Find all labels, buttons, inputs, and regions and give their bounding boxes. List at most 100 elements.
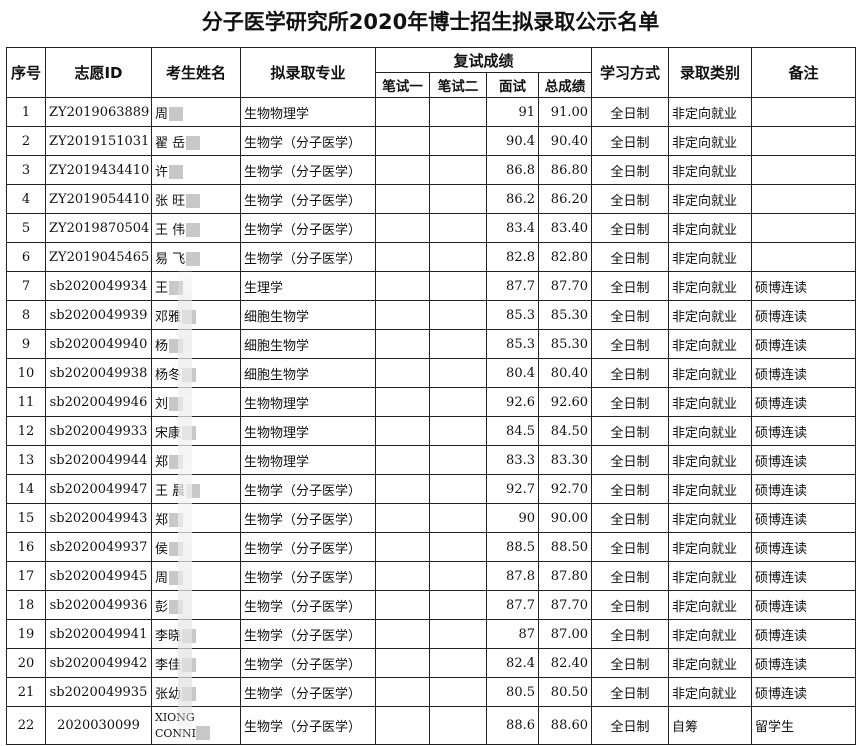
- blur-overlay: [178, 260, 192, 746]
- cell-interview: 88.6: [486, 706, 539, 745]
- interview-text: 80.4: [506, 365, 535, 381]
- total-text: 82.80: [550, 249, 589, 265]
- cell-mode: 全日制: [591, 590, 670, 620]
- cell-interview: 80.5: [486, 677, 539, 707]
- cell-interview: 92.6: [486, 387, 539, 417]
- cell-interview: 82.4: [486, 648, 539, 678]
- cell-major: 生物物理学: [240, 387, 376, 417]
- cell-total: 83.30: [537, 445, 593, 475]
- cell-w2: [429, 503, 487, 533]
- id-text: sb2020049947: [49, 481, 148, 497]
- cell-major: 生物学（分子医学）: [240, 184, 376, 214]
- name-text: 杨冬: [155, 367, 182, 383]
- interview-text: 82.4: [506, 655, 535, 671]
- table-row: 16 sb2020049937 侯 生物学（分子医学） 88.5 88.50 全日制 非定向就…: [6, 532, 857, 562]
- cell-w1: [375, 648, 430, 678]
- id-text: sb2020049946: [49, 394, 148, 410]
- mode-text: 全日制: [610, 367, 650, 383]
- mode-text: 全日制: [610, 599, 650, 615]
- category-text: 自筹: [672, 720, 699, 735]
- cell-total: 90.40: [537, 126, 593, 156]
- cell-remark: 硕博连读: [751, 329, 857, 359]
- cell-interview: 86.2: [486, 184, 539, 214]
- cell-id: sb2020049937: [45, 532, 152, 562]
- cell-category: 自筹: [668, 706, 753, 745]
- total-text: 92.70: [550, 481, 589, 497]
- major-text: 生物物理学: [244, 425, 310, 441]
- name-text: 翟 岳: [155, 135, 186, 151]
- header-major: 拟录取专业: [240, 47, 376, 98]
- interview-text: 87.7: [506, 278, 535, 294]
- cell-category: 非定向就业: [668, 271, 753, 301]
- cell-category: 非定向就业: [668, 561, 753, 591]
- name-text: 王: [155, 280, 169, 296]
- interview-text: 86.2: [506, 191, 535, 207]
- interview-text: 85.3: [506, 307, 535, 323]
- name-text: 宋康: [155, 425, 182, 441]
- cell-major: 生物学（分子医学）: [240, 648, 376, 678]
- cell-w1: [375, 242, 430, 272]
- no-text: 12: [17, 423, 35, 439]
- cell-major: 生物学（分子医学）: [240, 126, 376, 156]
- cell-major: 细胞生物学: [240, 329, 376, 359]
- cell-w1: [375, 387, 430, 417]
- cell-remark: 留学生: [751, 706, 857, 745]
- category-text: 非定向就业: [672, 164, 738, 180]
- cell-w1: [375, 358, 430, 388]
- cell-remark: 硕博连读: [751, 474, 857, 504]
- cell-category: 非定向就业: [668, 300, 753, 330]
- total-text: 85.30: [550, 336, 589, 352]
- id-text: sb2020049939: [49, 307, 148, 323]
- cell-category: 非定向就业: [668, 97, 753, 127]
- table-row: 13 sb2020049944 郑 生物物理学 83.3 83.30 全日制 非定向就业 硕博连…: [6, 445, 857, 475]
- cell-id: ZY2019054410: [45, 184, 152, 214]
- total-text: 88.60: [550, 718, 589, 733]
- cell-w2: [429, 416, 487, 446]
- cell-remark: [751, 242, 857, 272]
- cell-category: 非定向就业: [668, 126, 753, 156]
- table-row: 7 sb2020049934 王 生理学 87.7 87.70 全日制 非定向就业 硕博连读: [6, 271, 857, 301]
- cell-major: 生物学（分子医学）: [240, 706, 376, 745]
- cell-no: 21: [6, 677, 46, 707]
- id-text: ZY2019870504: [49, 220, 150, 236]
- cell-major: 生物物理学: [240, 445, 376, 475]
- header-written1: 笔试一: [375, 72, 430, 98]
- cell-major: 细胞生物学: [240, 300, 376, 330]
- category-text: 非定向就业: [672, 280, 738, 296]
- name-text: 易 飞: [155, 251, 186, 267]
- cell-w1: [375, 619, 430, 649]
- table-row: 3 ZY2019434410 许 生物学（分子医学） 86.8 86.80 全日制 非定向就业: [6, 155, 857, 185]
- cell-name: 许: [151, 155, 241, 185]
- cell-id: sb2020049939: [45, 300, 152, 330]
- header-category: 录取类别: [668, 47, 753, 98]
- redaction-blur: [196, 726, 210, 740]
- cell-w1: [375, 155, 430, 185]
- mode-text: 全日制: [610, 541, 650, 557]
- major-text: 生物学（分子医学）: [244, 720, 362, 735]
- no-text: 5: [21, 220, 31, 236]
- table-row: 9 sb2020049940 杨 细胞生物学 85.3 85.30 全日制 非定向就业 硕博连读: [6, 329, 857, 359]
- interview-text: 82.8: [506, 249, 535, 265]
- no-text: 17: [17, 568, 35, 584]
- category-text: 非定向就业: [672, 541, 738, 557]
- mode-text: 全日制: [610, 512, 650, 528]
- cell-name: 李晓: [151, 619, 241, 649]
- table-row: 22 2020030099 XIONG CONNI 生物学（分子医学） 88.6 88.6…: [6, 706, 857, 745]
- category-text: 非定向就业: [672, 135, 738, 151]
- cell-mode: 全日制: [591, 445, 670, 475]
- table-row: 8 sb2020049939 邓雅 细胞生物学 85.3 85.30 全日制 非定向就业 硕博连…: [6, 300, 857, 330]
- cell-interview: 87.7: [486, 590, 539, 620]
- cell-total: 83.40: [537, 213, 593, 243]
- interview-text: 87.8: [506, 568, 535, 584]
- interview-text: 85.3: [506, 336, 535, 352]
- cell-w2: [429, 271, 487, 301]
- header-interview: 面试: [486, 72, 539, 98]
- cell-w2: [429, 706, 487, 745]
- cell-w1: [375, 561, 430, 591]
- cell-interview: 85.3: [486, 300, 539, 330]
- cell-major: 生物学（分子医学）: [240, 503, 376, 533]
- cell-category: 非定向就业: [668, 213, 753, 243]
- id-text: ZY2019434410: [49, 162, 150, 178]
- cell-no: 15: [6, 503, 46, 533]
- header-total: 总成绩: [537, 72, 593, 98]
